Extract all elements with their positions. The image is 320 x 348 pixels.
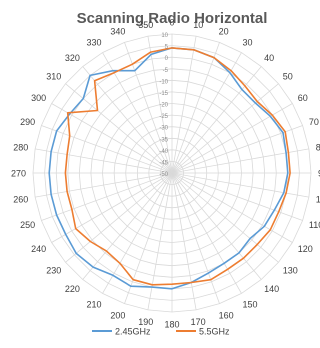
- grid-spoke: [171, 83, 279, 174]
- grid-spoke: [171, 172, 262, 280]
- radial-tick-label: -35: [159, 137, 168, 143]
- grid-spoke: [147, 36, 173, 174]
- angle-tick-label: 180: [164, 320, 179, 330]
- angle-tick-label: 260: [13, 195, 28, 205]
- grid-spoke: [41, 125, 173, 174]
- grid-spoke: [171, 172, 197, 310]
- radial-tick-label: -25: [159, 114, 168, 120]
- angle-tick-label: 40: [264, 53, 274, 63]
- angle-tick-label: 80: [316, 142, 320, 152]
- angle-tick-label: 90: [318, 169, 320, 179]
- angle-tick-label: 110: [309, 220, 320, 230]
- radial-tick-label: -15: [159, 91, 168, 97]
- grid-spoke: [171, 172, 279, 263]
- legend-label: 5.5GHz: [199, 327, 230, 337]
- angle-tick-label: 320: [65, 53, 80, 63]
- angle-tick-label: 200: [110, 310, 125, 320]
- angle-tick-label: 350: [138, 20, 153, 30]
- angle-tick-label: 70: [309, 117, 319, 127]
- angle-tick-label: 140: [264, 284, 279, 294]
- angle-tick-label: 250: [20, 220, 35, 230]
- grid-spoke: [171, 172, 242, 294]
- angle-tick-label: 270: [11, 169, 26, 179]
- radial-tick-label: -40: [159, 149, 168, 155]
- grid-spoke: [35, 172, 173, 198]
- radial-tick-label: -30: [159, 126, 168, 132]
- radial-tick-label: 10: [161, 33, 168, 39]
- series-line-5.5GHz: [64, 47, 291, 286]
- radial-tick-label: -10: [159, 79, 168, 85]
- angle-tick-label: 290: [20, 117, 35, 127]
- radial-tick-label: -20: [159, 103, 168, 109]
- angle-tick-label: 120: [298, 244, 313, 254]
- grid-spoke: [171, 172, 303, 221]
- angle-tick-label: 300: [31, 93, 46, 103]
- grid-spoke: [82, 66, 173, 174]
- grid-spoke: [51, 103, 173, 174]
- angle-tick-label: 160: [219, 310, 234, 320]
- angle-tick-label: 20: [219, 27, 229, 37]
- angle-tick-label: 0: [169, 18, 174, 28]
- angle-tick-label: 330: [86, 38, 101, 48]
- angle-tick-label: 150: [243, 299, 258, 309]
- radial-tick-label: -45: [159, 160, 168, 166]
- grid-spoke: [171, 172, 293, 243]
- grid-spoke: [51, 172, 173, 243]
- grid-spoke: [171, 66, 262, 174]
- angle-tick-label: 100: [316, 195, 320, 205]
- angle-tick-label: 230: [46, 266, 61, 276]
- angle-tick-label: 340: [110, 27, 125, 37]
- angle-tick-label: 170: [191, 317, 206, 327]
- angle-tick-label: 280: [13, 142, 28, 152]
- grid-spoke: [124, 172, 173, 304]
- angle-tick-label: 60: [298, 93, 308, 103]
- series-line-2.45GHz: [48, 47, 289, 290]
- radial-tick-label: 0: [165, 56, 169, 62]
- angle-tick-label: 310: [46, 71, 61, 81]
- grid-spoke: [171, 36, 197, 174]
- angle-tick-label: 130: [283, 266, 298, 276]
- angle-tick-label: 50: [283, 71, 293, 81]
- grid-spoke: [41, 172, 173, 221]
- angle-tick-label: 210: [86, 299, 101, 309]
- radar-grid: [32, 33, 312, 313]
- radial-tick-label: -5: [163, 68, 169, 74]
- legend: 2.45GHz 5.5GHz: [92, 327, 230, 337]
- grid-spoke: [82, 172, 173, 280]
- angle-tick-label: 10: [193, 20, 203, 30]
- chart-title: Scanning Radio Horizontal: [77, 10, 268, 27]
- angle-tick-label: 240: [31, 244, 46, 254]
- grid-spoke: [35, 148, 173, 174]
- radial-tick-label: -50: [159, 172, 168, 178]
- radial-tick-label: 5: [165, 45, 169, 51]
- angle-tick-label: 190: [138, 317, 153, 327]
- angle-tick-label: 30: [243, 38, 253, 48]
- grid-spoke: [171, 42, 220, 174]
- grid-spoke: [102, 172, 173, 294]
- series-layer: [48, 47, 291, 290]
- legend-label: 2.45GHz: [115, 327, 151, 337]
- angle-tick-label: 220: [65, 284, 80, 294]
- grid-spoke: [171, 172, 220, 304]
- grid-spoke: [65, 172, 173, 263]
- grid-spoke: [171, 125, 303, 174]
